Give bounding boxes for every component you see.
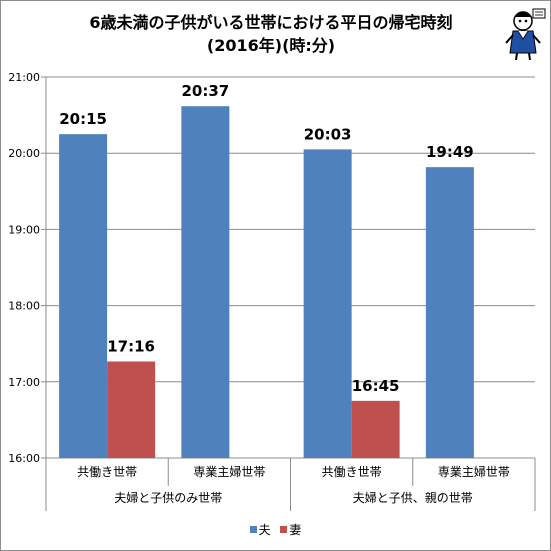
data-label: 17:16	[107, 337, 155, 355]
mascot-logo-icon	[505, 8, 546, 61]
legend: 夫 妻	[1, 521, 550, 538]
data-label: 16:45	[352, 377, 400, 395]
axes: 16:00 17:00 18:00 19:00 20:00 21:00 共働き世帯 専業主婦世…	[8, 71, 536, 511]
legend-label-husband: 夫	[258, 523, 271, 537]
legend-item-wife: 妻	[280, 521, 301, 538]
x-category-label: 専業主婦世帯	[438, 464, 510, 479]
legend-swatch-wife	[280, 526, 288, 533]
bar	[107, 361, 156, 458]
y-tick-label: 16:00	[8, 452, 40, 465]
bar	[351, 400, 400, 458]
chart-title: 6歳未満の子供がいる世帯における平日の帰宅時刻 (2016年)(時:分)	[61, 11, 481, 57]
y-tick-label: 21:00	[8, 71, 40, 84]
chart-title-line-1: 6歳未満の子供がいる世帯における平日の帰宅時刻	[89, 13, 453, 32]
bar	[59, 134, 108, 458]
x-group-label: 夫婦と子供、親の世帯	[353, 490, 473, 505]
x-category-label: 共働き世帯	[77, 465, 137, 479]
x-group-label: 夫婦と子供のみ世帯	[114, 490, 222, 505]
x-category-label: 共働き世帯	[322, 465, 382, 479]
y-tick-label: 19:00	[8, 223, 40, 236]
y-tick-label: 20:00	[8, 147, 40, 160]
bars	[59, 106, 474, 458]
y-tick-label: 18:00	[8, 300, 40, 313]
legend-item-husband: 夫	[249, 521, 271, 538]
bar	[303, 149, 352, 458]
data-label: 20:15	[59, 110, 107, 128]
chart-title-line-2: (2016年)(時:分)	[206, 36, 336, 55]
legend-label-wife: 妻	[289, 523, 302, 537]
data-label: 19:49	[426, 143, 474, 161]
y-tick-label: 17:00	[8, 376, 40, 389]
bar	[425, 167, 474, 458]
data-label: 20:03	[304, 125, 352, 143]
bar	[181, 106, 230, 458]
data-label: 20:37	[182, 82, 230, 100]
legend-swatch-husband	[249, 526, 257, 533]
x-category-label: 専業主婦世帯	[193, 464, 265, 479]
data-labels: 20:15 20:37 20:03 19:49 17:16 16:45	[59, 82, 474, 395]
